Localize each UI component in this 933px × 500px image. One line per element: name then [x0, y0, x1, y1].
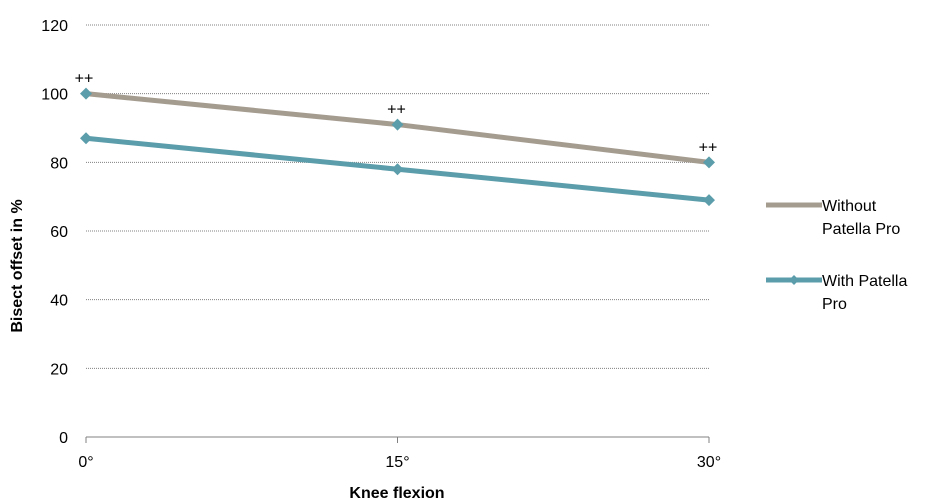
annotations: ++ ++ ++ [75, 71, 718, 157]
legend-label: Without [822, 198, 877, 215]
data-point-marker [391, 163, 404, 176]
data-point-marker [703, 156, 715, 169]
y-axis-title: Bisect offset in % [9, 199, 26, 332]
legend-label: With Patella [822, 273, 907, 290]
x-tick-label: 30° [697, 454, 721, 471]
x-tick-label: 15° [385, 454, 409, 471]
y-tick-label: 120 [41, 18, 68, 35]
legend-item-2: With Patella Pro [766, 273, 907, 313]
y-tick-label: 100 [41, 87, 68, 104]
data-point-marker [80, 87, 92, 100]
data-annotation: ++ [75, 71, 94, 88]
data-annotation: ++ [387, 102, 406, 119]
axes: 0° 15° 30° [78, 436, 721, 471]
x-axis-title: Knee flexion [349, 485, 444, 500]
x-tick-label: 0° [78, 454, 93, 471]
legend-label: Pro [822, 296, 847, 313]
y-tick-label: 40 [50, 293, 68, 310]
series-1 [80, 87, 715, 169]
y-tick-label: 20 [50, 361, 68, 378]
data-point-marker [80, 132, 92, 145]
legend-label: Patella Pro [822, 221, 900, 238]
legend-marker [789, 275, 799, 285]
data-point-marker [391, 118, 404, 131]
legend: Without Patella Pro With Patella Pro [766, 198, 907, 313]
gridlines: 0 20 40 60 80 100 120 [41, 18, 709, 447]
series-2 [80, 132, 715, 207]
data-annotation: ++ [699, 139, 718, 156]
legend-item-1: Without Patella Pro [766, 198, 900, 238]
y-tick-label: 80 [50, 155, 68, 172]
series-layer [80, 87, 715, 207]
y-tick-label: 0 [59, 430, 68, 447]
y-tick-label: 60 [50, 224, 68, 241]
data-point-marker [703, 194, 715, 207]
